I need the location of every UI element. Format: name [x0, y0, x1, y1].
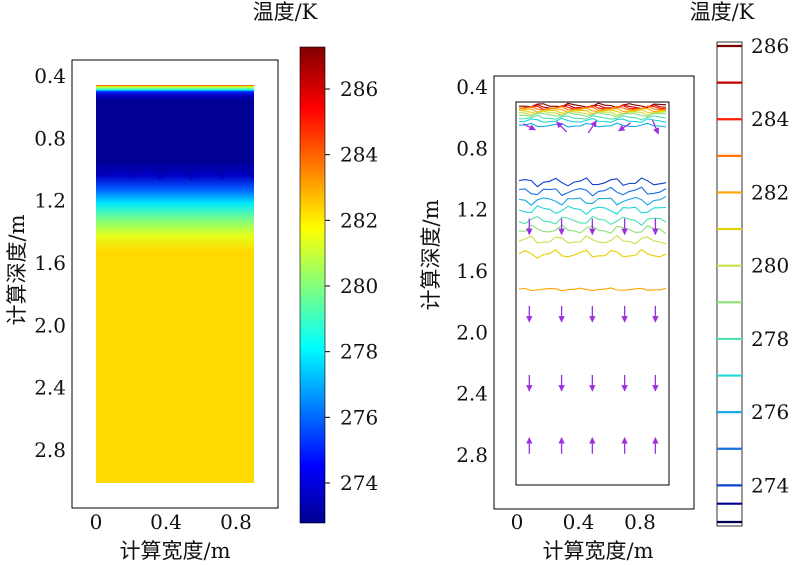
contour-line — [518, 114, 667, 121]
contour-line — [518, 234, 667, 245]
contour-lines — [518, 102, 667, 292]
contour-line — [518, 111, 667, 118]
y-tick-label: 1.2 — [34, 189, 66, 213]
colorbar — [299, 46, 326, 524]
x-tick-label: 0.8 — [624, 510, 656, 534]
colorbar-tick-label: 284 — [340, 143, 378, 167]
flow-arrow — [587, 120, 597, 134]
contour-line — [518, 177, 667, 188]
y-tick-label: 0.8 — [34, 126, 66, 150]
left-panel: 0.4 0.8 1.2 1.6 2.0 2.4 2.8 0 0.4 0.8 计算宽度/m 计算深… — [5, 0, 378, 563]
left-rough-band — [96, 163, 254, 182]
x-tick-label: 0 — [90, 510, 103, 534]
flow-arrow — [556, 121, 568, 133]
y-tick-label: 1.6 — [34, 251, 66, 275]
legend-level-label: 282 — [751, 180, 789, 204]
right-panel: 0.4 0.8 1.2 1.6 2.0 2.4 2.8 0 0.4 0.8 计算宽度/m 计算深… — [419, 0, 789, 563]
y-tick-label: 2.8 — [34, 438, 66, 462]
legend-level-label: 278 — [751, 327, 789, 351]
right-y-axis-label: 计算深度/m — [419, 199, 443, 310]
contour-line — [518, 205, 667, 216]
y-tick-label: 0.4 — [456, 75, 488, 99]
colorbar-title: 温度/K — [253, 0, 318, 24]
flow-arrow — [523, 123, 536, 131]
left-x-axis-label: 计算宽度/m — [120, 539, 231, 563]
right-y-ticks: 0.4 0.8 1.2 1.6 2.0 2.4 2.8 — [456, 75, 488, 467]
y-tick-label: 1.2 — [456, 198, 488, 222]
legend-level-label: 280 — [751, 254, 789, 278]
legend-level-label: 286 — [751, 34, 789, 58]
y-tick-label: 0.4 — [34, 64, 66, 88]
contour-legend-box — [716, 41, 743, 527]
x-tick-label: 0.8 — [220, 510, 252, 534]
contour-line — [518, 186, 667, 197]
y-tick-label: 2.4 — [34, 376, 66, 400]
right-plot-frame — [493, 75, 695, 510]
right-x-ticks: 0 0.4 0.8 — [511, 510, 656, 534]
legend-level-label: 284 — [751, 107, 789, 131]
left-x-ticks: 0 0.4 0.8 — [90, 510, 252, 534]
cold-band-edge — [96, 163, 254, 182]
colorbar-ticks: 274 276 278 280 282 284 286 — [325, 77, 378, 495]
contour-line — [518, 196, 667, 206]
x-tick-label: 0.4 — [563, 510, 595, 534]
contour-legend-title: 温度/K — [690, 0, 755, 24]
y-tick-label: 2.4 — [456, 382, 488, 406]
contour-legend-lines — [717, 44, 742, 524]
left-y-ticks: 0.4 0.8 1.2 1.6 2.0 2.4 2.8 — [34, 64, 66, 462]
flow-arrow — [618, 122, 631, 132]
contour-line — [518, 117, 667, 123]
legend-level-label: 276 — [751, 400, 789, 424]
left-heatmap-field — [96, 85, 254, 483]
colorbar-tick-label: 278 — [340, 340, 378, 364]
left-y-axis-label: 计算深度/m — [5, 214, 29, 325]
colorbar-tick-label: 280 — [340, 274, 378, 298]
contour-line — [518, 215, 667, 226]
y-tick-label: 0.8 — [456, 136, 488, 160]
right-domain-box — [515, 101, 670, 486]
contour-legend-labels: 286 284 282 280 278 276 274 — [751, 34, 789, 497]
y-tick-label: 2.0 — [456, 320, 488, 344]
legend-level-label: 274 — [751, 473, 789, 497]
contour-line — [518, 287, 667, 292]
x-tick-label: 0.4 — [150, 510, 182, 534]
y-tick-label: 2.0 — [34, 313, 66, 337]
colorbar-tick-label: 286 — [340, 77, 378, 101]
colorbar-tick-label: 274 — [340, 471, 378, 495]
right-x-axis-label: 计算宽度/m — [543, 539, 654, 563]
flow-arrow — [651, 119, 660, 135]
colorbar-tick-label: 276 — [340, 405, 378, 429]
contour-line — [518, 248, 667, 259]
y-tick-label: 2.8 — [456, 443, 488, 467]
x-tick-label: 0 — [511, 510, 524, 534]
contour-line — [518, 109, 667, 115]
flow-arrows — [523, 119, 660, 454]
y-tick-label: 1.6 — [456, 259, 488, 283]
colorbar-tick-label: 282 — [340, 208, 378, 232]
